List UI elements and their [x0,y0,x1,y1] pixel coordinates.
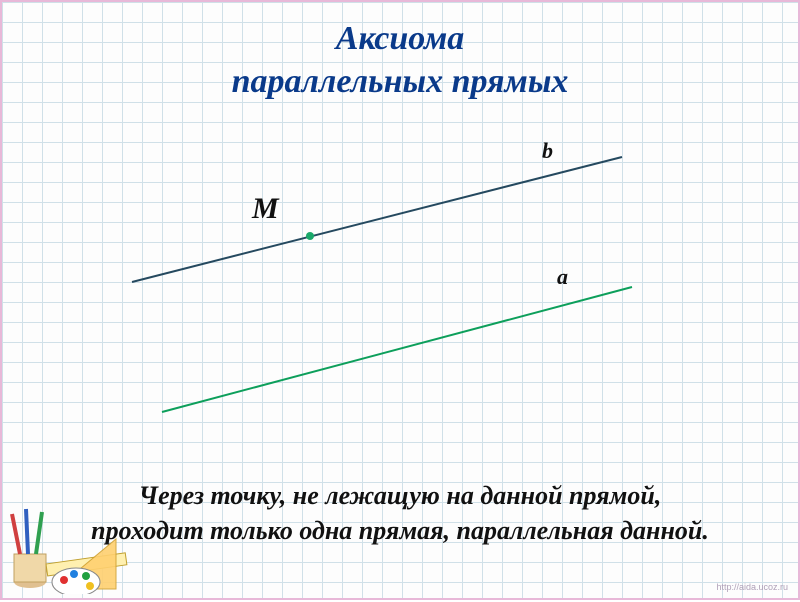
slide-title: Аксиома параллельных прямых [2,18,798,103]
point-M [306,232,314,240]
label-b: b [542,138,553,164]
theorem-text: Через точку, не лежащую на данной прямой… [82,478,718,548]
slide-container: Аксиома параллельных прямых М b а Через … [0,0,800,600]
title-line2: параллельных прямых [2,61,798,104]
watermark: http://aida.ucoz.ru [716,582,788,592]
tools-decoration [6,494,136,594]
label-a: а [557,264,568,290]
title-line1: Аксиома [2,18,798,61]
label-M: М [252,192,279,226]
